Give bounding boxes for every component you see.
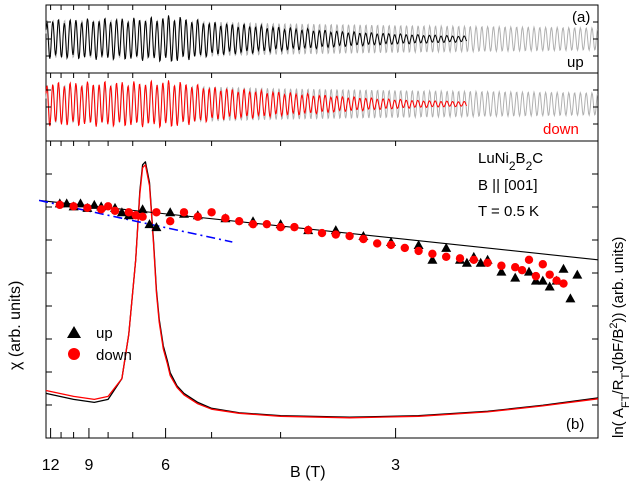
down-point xyxy=(248,219,258,229)
down-point xyxy=(511,263,520,272)
down-point xyxy=(69,202,78,211)
up-point xyxy=(61,198,72,208)
down-point xyxy=(262,219,271,229)
susceptibility-down-line xyxy=(45,164,599,419)
down-point xyxy=(207,208,216,217)
down-point xyxy=(497,261,506,270)
up-point xyxy=(496,266,507,276)
down-point xyxy=(138,212,147,221)
down-point xyxy=(455,254,465,263)
oscillation-up-plot xyxy=(45,15,598,63)
legend-down-marker xyxy=(68,348,80,360)
x-axis-label: B (T) xyxy=(290,464,326,481)
up-point xyxy=(572,269,583,279)
down-point xyxy=(276,222,285,232)
down-point xyxy=(152,208,161,217)
down-point xyxy=(124,208,133,217)
panel-b-label: (b) xyxy=(566,416,584,433)
panel-a-label: (a) xyxy=(572,9,590,26)
down-point xyxy=(83,203,92,213)
up-point xyxy=(137,204,148,214)
osc-up-data-line xyxy=(45,15,468,63)
up-point xyxy=(75,198,86,208)
down-point xyxy=(103,202,113,211)
down-point xyxy=(345,231,354,241)
down-point xyxy=(386,240,396,250)
up-point xyxy=(510,272,521,282)
axes-ticks: 12 9 6 3 xyxy=(42,5,598,474)
down-point xyxy=(110,206,120,215)
down-point xyxy=(524,255,534,264)
down-point xyxy=(442,252,451,262)
x-tick-label: 3 xyxy=(391,457,400,474)
down-point xyxy=(545,270,554,279)
up-point xyxy=(89,199,100,209)
x-tick-label: 12 xyxy=(42,457,60,474)
up-point xyxy=(427,254,438,264)
down-point xyxy=(400,243,409,253)
up-point xyxy=(524,266,534,276)
down-point xyxy=(428,249,437,259)
up-point xyxy=(475,257,486,267)
down-point xyxy=(331,230,340,239)
y-axis-left-label: χ (arb. units) xyxy=(7,281,24,370)
x-tick-label: 6 xyxy=(161,457,170,474)
legend-down-label: down xyxy=(96,347,132,364)
down-point xyxy=(304,225,313,235)
susceptibility-up-line xyxy=(45,161,599,418)
up-label: up xyxy=(567,54,584,71)
annotation-temp: T = 0.5 K xyxy=(478,203,539,220)
osc-down-data-line xyxy=(45,79,468,129)
down-point xyxy=(221,214,230,223)
legend-up-label: up xyxy=(96,325,113,342)
legend-up-marker xyxy=(67,326,81,338)
down-point xyxy=(552,276,561,285)
up-point xyxy=(537,275,548,285)
up-point xyxy=(413,239,424,249)
x-tick-label: 9 xyxy=(84,457,93,474)
up-point xyxy=(544,281,555,291)
up-point xyxy=(144,219,155,229)
down-point xyxy=(317,228,327,238)
down-point xyxy=(55,200,64,210)
down-point xyxy=(359,234,368,244)
y-axis-right-label: ln( AFT/RTJ(bF/B2)) (arb. units) xyxy=(608,237,631,438)
down-point xyxy=(538,260,547,269)
legend: up down xyxy=(67,325,132,364)
down-point xyxy=(97,205,106,214)
up-point xyxy=(165,207,176,217)
down-point xyxy=(373,239,382,248)
down-point xyxy=(179,208,189,217)
down-point xyxy=(483,258,492,267)
down-point xyxy=(166,216,175,226)
down-point xyxy=(290,222,299,232)
down-point xyxy=(131,211,140,220)
susceptibility-plot xyxy=(38,161,599,419)
down-label: down xyxy=(543,121,579,138)
down-point xyxy=(235,216,244,226)
up-point xyxy=(116,207,127,217)
up-point xyxy=(461,257,472,267)
down-point xyxy=(193,212,202,221)
down-point xyxy=(517,265,527,275)
down-point xyxy=(414,246,423,256)
down-point xyxy=(469,255,478,264)
annotation-material: LuNi2B2C xyxy=(478,150,543,173)
up-point xyxy=(558,263,569,273)
down-point xyxy=(531,271,541,281)
up-point xyxy=(151,222,162,232)
up-point xyxy=(565,293,576,303)
down-point xyxy=(559,279,568,288)
up-point xyxy=(441,242,452,252)
panel-b-frame xyxy=(45,140,599,439)
annotation-field: B || [001] xyxy=(478,177,538,194)
oscillation-down-plot xyxy=(45,79,598,129)
